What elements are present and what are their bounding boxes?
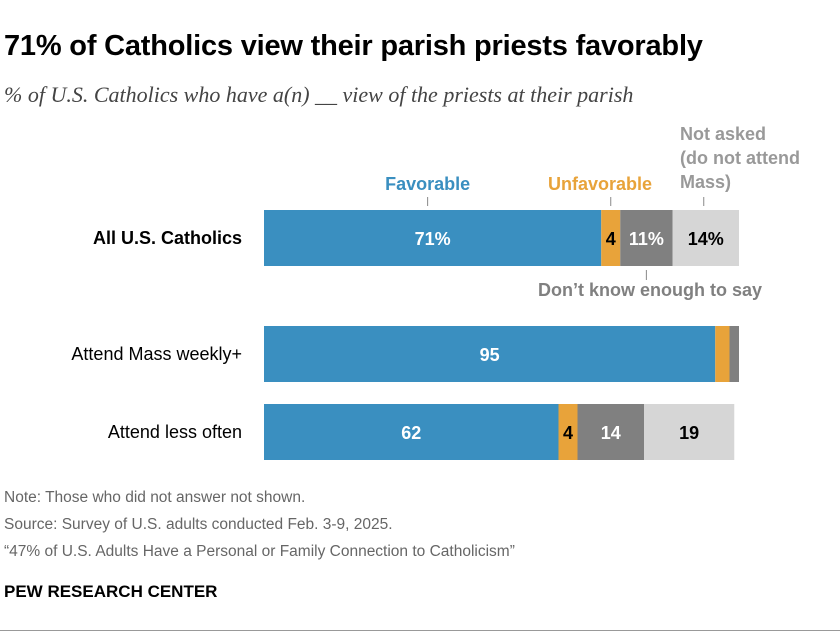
bar-segment [620, 210, 673, 266]
legend-favorable: Favorable [385, 174, 470, 194]
bar-segment [729, 326, 739, 382]
bar-segment [715, 326, 730, 382]
legend-not-asked: Mass) [680, 172, 731, 192]
data-label: 14% [688, 229, 724, 249]
data-label: 19 [679, 423, 699, 443]
footer-divider [0, 630, 840, 631]
data-label: 4 [563, 423, 573, 443]
category-label: Attend Mass weekly+ [71, 344, 242, 364]
data-label: 62 [401, 423, 421, 443]
bar-segment [558, 404, 578, 460]
data-label: 4 [606, 229, 616, 249]
data-label: 14 [601, 423, 621, 443]
legend-not-asked: (do not attend [680, 148, 800, 168]
data-label: 11% [629, 229, 664, 249]
bar-segment [264, 210, 602, 266]
bar-segment [577, 404, 644, 460]
stacked-bar-chart: All U.S. Catholics 71% 4 11% 14% Attend Mass … [71, 124, 800, 460]
category-label: Attend less often [108, 422, 242, 442]
legend-not-asked: Not asked [680, 124, 766, 144]
chart-title: 71% of Catholics view their parish pries… [4, 30, 703, 62]
bar-segment [644, 404, 735, 460]
data-label: 71% [415, 229, 451, 249]
data-label: 95 [480, 345, 500, 365]
chart-source: Source: Survey of U.S. adults conducted … [4, 516, 393, 533]
bar-segment [601, 210, 621, 266]
bar-segment [672, 210, 739, 266]
bar-segment [264, 404, 559, 460]
legend-dont-know: Don’t know enough to say [538, 280, 762, 300]
brand-logo-text: PEW RESEARCH CENTER [4, 582, 218, 601]
chart-subtitle: % of U.S. Catholics who have a(n) __ vie… [4, 82, 634, 107]
category-label: All U.S. Catholics [93, 228, 242, 248]
chart-note: Note: Those who did not answer not shown… [4, 489, 306, 506]
bar-segment [264, 326, 716, 382]
legend-unfavorable: Unfavorable [548, 174, 652, 194]
chart-report-link[interactable]: “47% of U.S. Adults Have a Personal or F… [4, 543, 515, 560]
